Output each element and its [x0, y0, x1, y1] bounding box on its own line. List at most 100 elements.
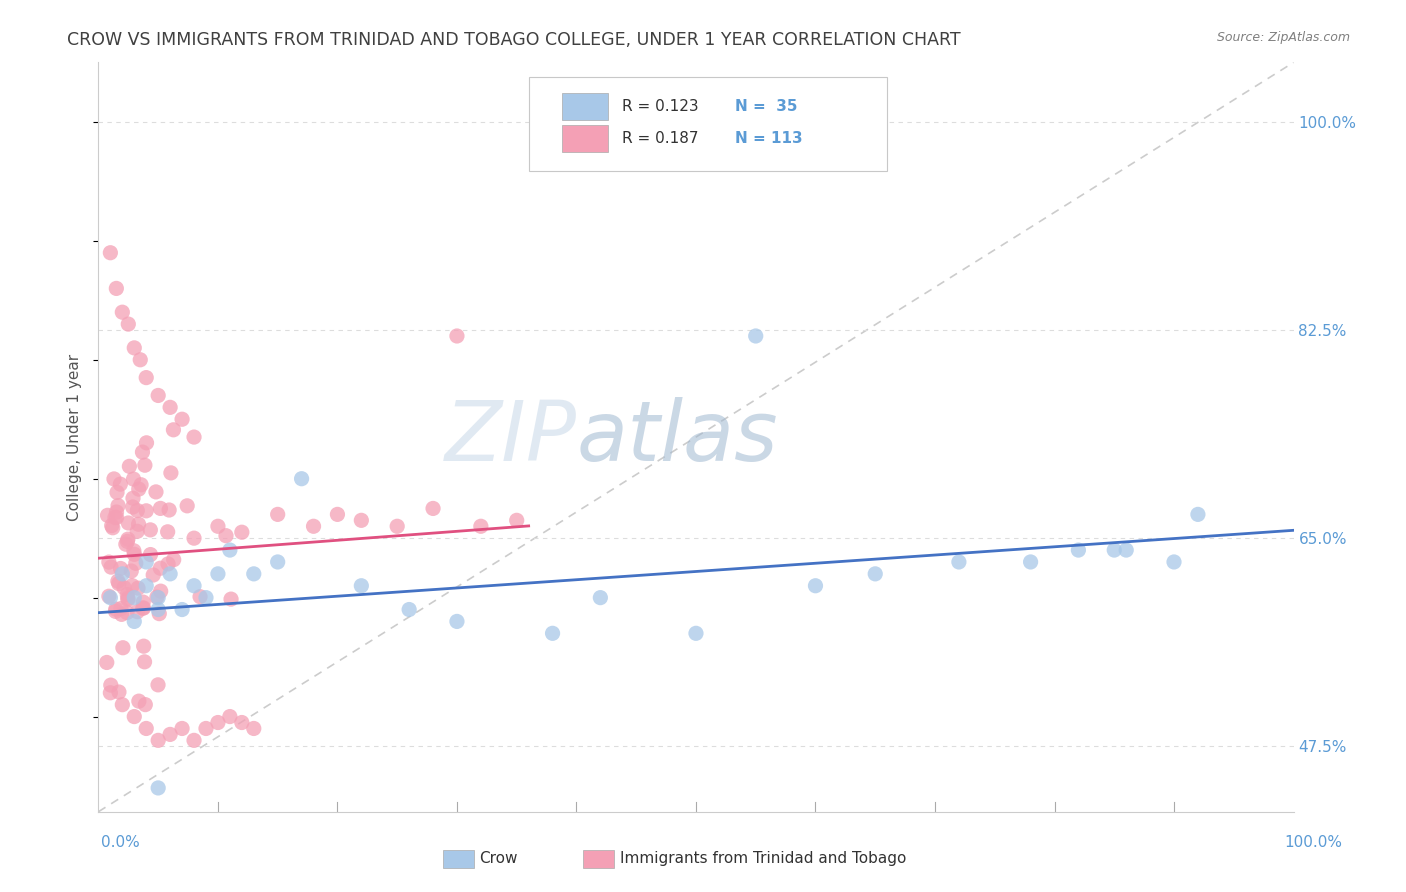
Point [350, 513, 373, 527]
Point [128, 482, 150, 496]
Point [254, 852, 277, 866]
Point [111, 566, 134, 581]
Point [1115, 543, 1137, 558]
Text: CROW VS IMMIGRANTS FROM TRINIDAD AND TOBAGO COLLEGE, UNDER 1 YEAR CORRELATION CH: CROW VS IMMIGRANTS FROM TRINIDAD AND TOB… [67, 31, 962, 49]
Text: 0.0%: 0.0% [101, 836, 141, 850]
Point [291, 472, 314, 486]
Point [207, 519, 229, 533]
Point [132, 601, 155, 615]
Point [135, 370, 157, 384]
Point [122, 543, 145, 558]
Text: Crow: Crow [479, 851, 517, 865]
Point [446, 615, 468, 629]
Text: ZIP: ZIP [444, 397, 576, 477]
Point [117, 591, 139, 606]
Point [146, 678, 169, 692]
Point [267, 508, 290, 522]
Point [541, 626, 564, 640]
Point [219, 543, 242, 558]
Point [148, 607, 170, 621]
Point [219, 592, 242, 607]
Point [207, 566, 229, 581]
Point [107, 574, 129, 589]
Point [398, 602, 420, 616]
Point [121, 500, 143, 514]
Point [231, 525, 253, 540]
Point [117, 317, 139, 331]
Point [589, 591, 612, 605]
Point [96, 656, 118, 670]
Point [1067, 543, 1090, 558]
Point [120, 564, 142, 578]
FancyBboxPatch shape [562, 93, 607, 120]
Point [127, 605, 149, 619]
Point [97, 589, 120, 603]
Point [110, 601, 132, 615]
Point [117, 592, 139, 607]
Point [183, 733, 205, 747]
Point [111, 305, 134, 319]
Point [131, 445, 153, 459]
Point [195, 591, 218, 605]
Point [122, 491, 145, 506]
Point [148, 591, 170, 605]
Point [121, 579, 143, 593]
Point [159, 727, 181, 741]
Y-axis label: College, Under 1 year: College, Under 1 year [67, 353, 83, 521]
Point [172, 602, 194, 616]
Point [145, 484, 167, 499]
Point [207, 715, 229, 730]
Point [122, 472, 145, 486]
Point [135, 722, 157, 736]
Point [124, 341, 146, 355]
Point [148, 733, 170, 747]
Point [176, 499, 198, 513]
Point [110, 561, 132, 575]
Point [446, 329, 468, 343]
Point [101, 521, 124, 535]
Point [117, 516, 139, 530]
Point [128, 517, 150, 532]
Point [159, 401, 181, 415]
Point [105, 510, 128, 524]
Point [115, 606, 138, 620]
Point [111, 640, 134, 655]
Point [506, 513, 529, 527]
Text: R = 0.123: R = 0.123 [621, 99, 699, 114]
Point [183, 531, 205, 545]
Point [134, 458, 156, 473]
Point [139, 548, 162, 562]
Point [685, 626, 707, 640]
Point [98, 686, 122, 700]
Point [188, 590, 211, 604]
Point [112, 581, 135, 595]
Point [117, 532, 139, 546]
Point [111, 698, 134, 712]
Point [127, 524, 149, 539]
Point [163, 552, 186, 566]
Text: Source: ZipAtlas.com: Source: ZipAtlas.com [1216, 31, 1350, 45]
Point [107, 576, 129, 591]
Text: atlas: atlas [576, 397, 778, 477]
Point [350, 579, 373, 593]
Point [118, 459, 141, 474]
Text: Immigrants from Trinidad and Tobago: Immigrants from Trinidad and Tobago [620, 851, 907, 865]
Point [132, 601, 155, 615]
Point [105, 281, 128, 295]
Point [267, 555, 290, 569]
Point [134, 655, 156, 669]
Point [103, 472, 125, 486]
Point [105, 505, 128, 519]
Point [100, 518, 122, 533]
Text: 100.0%: 100.0% [1285, 836, 1343, 850]
Point [124, 615, 146, 629]
Point [117, 588, 139, 602]
Point [127, 503, 149, 517]
Point [231, 715, 253, 730]
Point [159, 566, 181, 581]
Point [148, 602, 170, 616]
Point [129, 352, 152, 367]
Point [1104, 543, 1126, 558]
Point [804, 579, 827, 593]
Point [127, 581, 149, 595]
